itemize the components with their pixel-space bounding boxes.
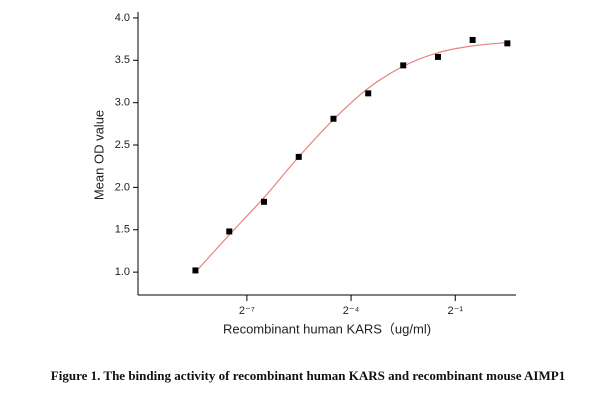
- y-tick-label: 2.0: [115, 181, 130, 193]
- data-point: [434, 53, 441, 60]
- data-point: [330, 115, 337, 122]
- x-axis-label: Recombinant human KARS（ug/ml): [223, 321, 431, 336]
- data-point: [504, 40, 511, 47]
- y-tick-label: 1.0: [115, 266, 130, 278]
- x-tick-label: 2⁻¹: [447, 305, 463, 317]
- data-point: [261, 198, 268, 205]
- y-axis-label: Mean OD value: [91, 110, 106, 200]
- data-point: [400, 62, 407, 69]
- data-point: [295, 153, 302, 160]
- caption: Figure 1. The binding activity of recomb…: [50, 368, 566, 383]
- fit-curve: [194, 41, 508, 273]
- y-tick-label: 1.5: [115, 224, 130, 236]
- y-tick-label: 3.0: [115, 97, 130, 109]
- y-tick-label: 3.5: [115, 54, 130, 66]
- y-tick-label: 4.0: [115, 12, 130, 24]
- data-point: [226, 228, 233, 235]
- x-tick-label: 2⁻⁴: [343, 305, 360, 317]
- data-point: [192, 267, 199, 274]
- x-tick-label: 2⁻⁷: [239, 305, 255, 317]
- data-point: [469, 36, 476, 43]
- data-point: [365, 90, 372, 97]
- y-tick-label: 2.5: [115, 139, 130, 151]
